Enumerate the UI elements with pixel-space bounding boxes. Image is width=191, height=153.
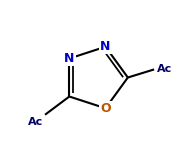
Text: N: N [100, 40, 111, 53]
Text: Ac: Ac [28, 117, 43, 127]
Text: N: N [64, 52, 74, 65]
Text: Ac: Ac [157, 64, 172, 74]
Text: O: O [100, 102, 111, 115]
